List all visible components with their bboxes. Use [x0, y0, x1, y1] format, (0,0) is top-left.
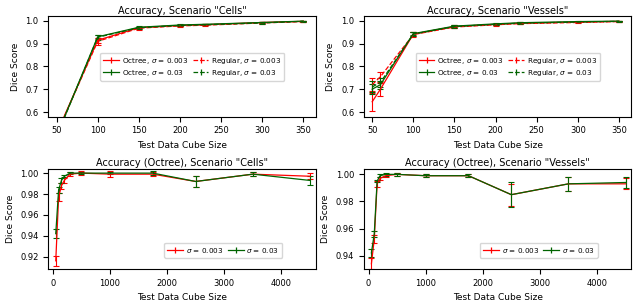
Legend: Octree, $\sigma$ = 0.003, Octree, $\sigma$ = 0.03, Regular, $\sigma$ = 0.003, Re: Octree, $\sigma$ = 0.003, Octree, $\sigm…: [416, 53, 600, 81]
Legend: $\sigma$ = 0.003, $\sigma$ = 0.03: $\sigma$ = 0.003, $\sigma$ = 0.03: [164, 243, 282, 257]
Title: Accuracy (Octree), Scenario "Vessels": Accuracy (Octree), Scenario "Vessels": [405, 158, 590, 168]
X-axis label: Test Data Cube Size: Test Data Cube Size: [452, 141, 543, 150]
Title: Accuracy, Scenario "Vessels": Accuracy, Scenario "Vessels": [427, 6, 568, 16]
X-axis label: Test Data Cube Size: Test Data Cube Size: [452, 294, 543, 302]
Legend: $\sigma$ = 0.003, $\sigma$ = 0.03: $\sigma$ = 0.003, $\sigma$ = 0.03: [480, 243, 598, 257]
Title: Accuracy, Scenario "Cells": Accuracy, Scenario "Cells": [118, 6, 246, 16]
Y-axis label: Dice Score: Dice Score: [326, 42, 335, 91]
Y-axis label: Dice Score: Dice Score: [6, 195, 15, 243]
Title: Accuracy (Octree), Scenario "Cells": Accuracy (Octree), Scenario "Cells": [96, 158, 268, 168]
Legend: Octree, $\sigma$ = 0.003, Octree, $\sigma$ = 0.03, Regular, $\sigma$ = 0.003, Re: Octree, $\sigma$ = 0.003, Octree, $\sigm…: [100, 53, 285, 81]
Y-axis label: Dice Score: Dice Score: [11, 42, 20, 91]
X-axis label: Test Data Cube Size: Test Data Cube Size: [137, 141, 227, 150]
X-axis label: Test Data Cube Size: Test Data Cube Size: [137, 294, 227, 302]
Y-axis label: Dice Score: Dice Score: [321, 195, 330, 243]
